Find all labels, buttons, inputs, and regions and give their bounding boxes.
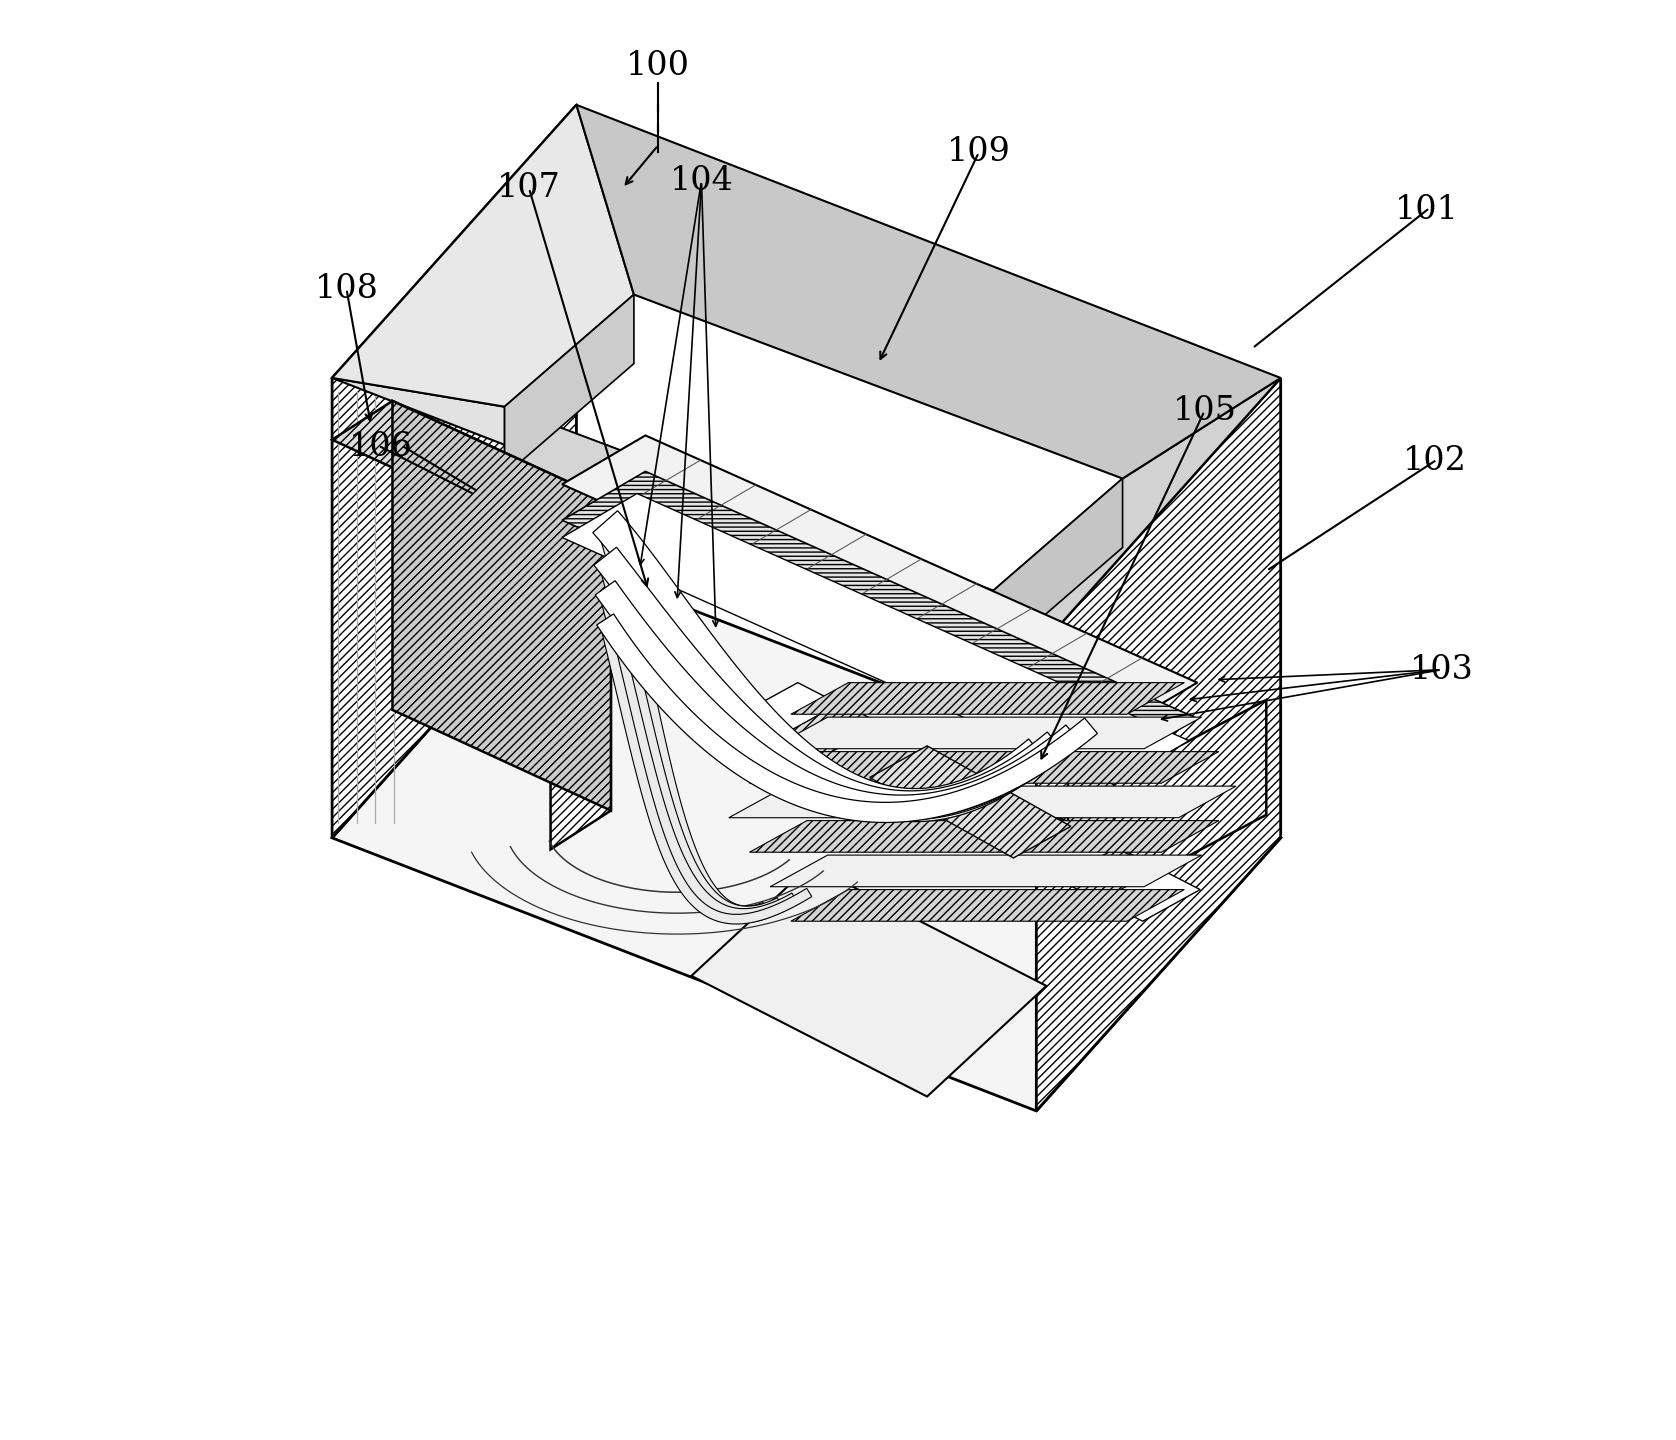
Polygon shape — [593, 547, 1066, 819]
Polygon shape — [692, 865, 1046, 1096]
Polygon shape — [1115, 700, 1267, 896]
Polygon shape — [597, 613, 1098, 822]
Polygon shape — [994, 377, 1280, 651]
Polygon shape — [791, 683, 1185, 714]
Text: 103: 103 — [1410, 654, 1473, 685]
Polygon shape — [332, 564, 1280, 1110]
Polygon shape — [577, 105, 1280, 478]
Polygon shape — [771, 717, 1202, 749]
Polygon shape — [550, 501, 612, 850]
Polygon shape — [595, 580, 1081, 819]
Polygon shape — [598, 560, 784, 920]
Polygon shape — [771, 855, 1202, 887]
Polygon shape — [870, 746, 1071, 858]
Polygon shape — [504, 295, 634, 475]
Polygon shape — [729, 786, 1237, 818]
Polygon shape — [332, 400, 612, 540]
Polygon shape — [332, 105, 577, 838]
Polygon shape — [826, 723, 1115, 881]
Polygon shape — [741, 683, 1200, 922]
Polygon shape — [561, 494, 1188, 785]
Polygon shape — [597, 526, 769, 922]
Text: 105: 105 — [1173, 395, 1237, 428]
Polygon shape — [749, 752, 1218, 783]
Text: 109: 109 — [947, 137, 1011, 168]
Text: 107: 107 — [498, 173, 561, 204]
Polygon shape — [600, 624, 811, 924]
Text: 102: 102 — [1403, 445, 1466, 477]
Polygon shape — [332, 105, 634, 406]
Polygon shape — [392, 400, 612, 811]
Polygon shape — [994, 478, 1123, 660]
Text: 106: 106 — [349, 431, 412, 462]
Polygon shape — [600, 592, 798, 920]
Polygon shape — [783, 703, 1156, 901]
Polygon shape — [593, 511, 1049, 822]
Text: 108: 108 — [315, 272, 379, 305]
Polygon shape — [791, 890, 1185, 922]
Polygon shape — [332, 377, 1036, 651]
Polygon shape — [504, 406, 994, 660]
Text: 101: 101 — [1396, 194, 1460, 226]
Polygon shape — [561, 435, 1197, 732]
Polygon shape — [561, 471, 1197, 768]
Text: 104: 104 — [670, 166, 734, 197]
Text: 100: 100 — [627, 50, 691, 82]
Polygon shape — [1036, 377, 1280, 1110]
Polygon shape — [749, 821, 1218, 852]
Polygon shape — [1068, 732, 1115, 896]
